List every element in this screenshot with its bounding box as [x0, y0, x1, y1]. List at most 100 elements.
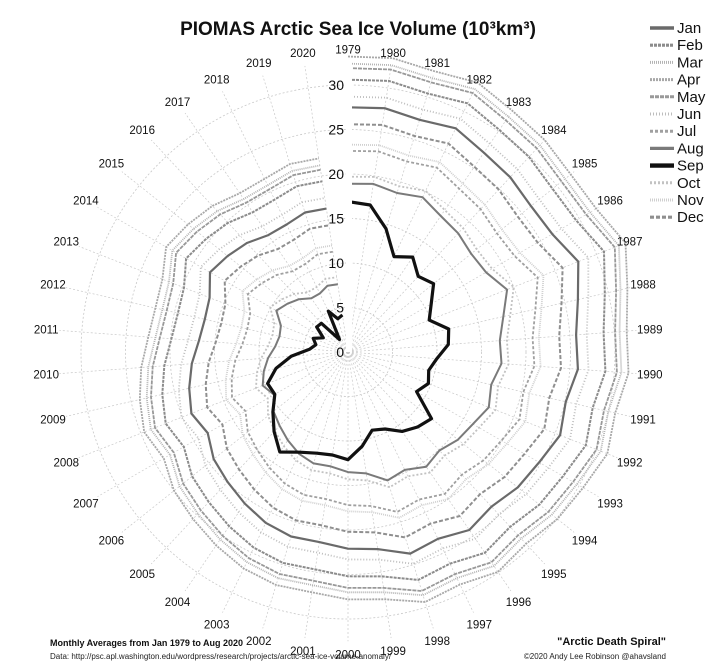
year-label-2015: 2015 [99, 158, 125, 170]
spoke-2012 [65, 287, 349, 353]
legend-item-mar: Mar [650, 54, 703, 71]
spoke-1981 [347, 75, 434, 353]
year-label-2008: 2008 [54, 458, 80, 470]
year-label-2014: 2014 [73, 196, 99, 208]
series-sep [266, 200, 451, 462]
legend-label-aug: Aug [677, 140, 704, 157]
year-label-2019: 2019 [246, 58, 272, 70]
year-label-2010: 2010 [33, 370, 59, 382]
spoke-2017 [184, 112, 349, 353]
year-label-1995: 1995 [541, 569, 567, 581]
year-label-1979: 1979 [335, 44, 361, 56]
series-dec [204, 123, 564, 539]
grid-ring-20 [169, 173, 527, 531]
spoke-2018 [222, 91, 349, 353]
year-labels: 1979 1980 1981 1982 1983 1984 1985 1986 1987 1988… [33, 44, 662, 661]
year-label-1992: 1992 [617, 458, 643, 470]
footer-data-source: Data: http://psc.apl.washington.edu/word… [50, 652, 392, 661]
legend-label-dec: Dec [677, 209, 704, 226]
year-label-1980: 1980 [380, 48, 406, 60]
year-label-1981: 1981 [424, 58, 450, 70]
year-label-2005: 2005 [129, 569, 155, 581]
series-may [150, 67, 618, 592]
year-label-1986: 1986 [597, 196, 623, 208]
spoke-2009 [65, 351, 349, 417]
year-label-1985: 1985 [572, 158, 598, 170]
legend-label-feb: Feb [677, 37, 703, 54]
series-line-mar [145, 62, 623, 597]
year-label-1999: 1999 [380, 646, 406, 658]
series-line-feb [161, 78, 607, 581]
spoke-1999 [347, 351, 392, 639]
legend-item-feb: Feb [650, 37, 703, 54]
year-label-2003: 2003 [204, 620, 230, 632]
series-jul [230, 150, 539, 513]
year-label-2012: 2012 [40, 280, 66, 292]
year-label-1987: 1987 [617, 236, 643, 248]
series-nov [224, 143, 545, 519]
axis-gap [346, 58, 352, 353]
series-line-aug [261, 182, 509, 482]
legend-label-apr: Apr [677, 72, 700, 89]
radial-tick-20: 20 [328, 166, 344, 182]
series-apr [138, 55, 630, 603]
year-label-2004: 2004 [165, 597, 191, 609]
legend-label-jan: Jan [677, 20, 701, 37]
legend-item-nov: Nov [650, 192, 704, 209]
series-line-jul [230, 150, 539, 513]
year-label-2002: 2002 [246, 636, 272, 648]
spoke-2006 [121, 351, 349, 533]
radial-tick-15: 15 [328, 211, 344, 227]
year-label-2009: 2009 [40, 414, 66, 426]
legend-item-jul: Jul [650, 123, 696, 140]
series-line-may [150, 67, 618, 592]
spoke-1985 [347, 171, 575, 353]
year-label-2007: 2007 [73, 498, 99, 510]
spoke-1996 [347, 351, 512, 592]
spoke-1998 [347, 351, 434, 629]
year-label-2013: 2013 [54, 236, 80, 248]
spoke-2004 [184, 351, 349, 592]
year-label-1983: 1983 [506, 97, 532, 109]
legend-label-may: May [677, 89, 706, 106]
spoke-2005 [151, 351, 349, 565]
radial-tick-25: 25 [328, 122, 344, 138]
spoke-2014 [97, 207, 349, 353]
year-label-2001: 2001 [290, 646, 316, 658]
spoke-2002 [262, 351, 349, 629]
spoke-1990 [347, 351, 637, 374]
spoke-1988 [347, 287, 631, 353]
spoke-1989 [347, 330, 637, 353]
chart-title: PIOMAS Arctic Sea Ice Volume (10³km³) [180, 19, 536, 40]
legend-item-may: May [650, 89, 706, 106]
series-feb [161, 78, 607, 581]
year-label-1994: 1994 [572, 536, 598, 548]
spoke-2019 [262, 75, 349, 353]
year-label-1982: 1982 [467, 74, 493, 86]
spoke-1984 [347, 139, 545, 353]
series-layer [138, 55, 630, 603]
spoke-2010 [59, 351, 349, 374]
year-label-1988: 1988 [630, 280, 656, 292]
grid-ring-10 [258, 262, 438, 442]
year-label-2011: 2011 [34, 324, 59, 336]
spoke-2011 [59, 330, 349, 353]
legend-item-sep: Sep [650, 158, 704, 175]
legend-label-jun: Jun [677, 106, 701, 123]
year-label-2000: 2000 [335, 650, 361, 662]
spoke-2001 [304, 351, 349, 639]
legend-item-jan: Jan [650, 20, 701, 37]
series-jun [177, 95, 590, 565]
series-jan [188, 106, 580, 555]
spoke-1982 [347, 91, 474, 353]
year-label-2016: 2016 [129, 125, 155, 137]
spoke-1987 [347, 245, 618, 353]
legend-item-jun: Jun [650, 106, 701, 123]
spoke-2013 [78, 245, 349, 353]
spoke-1994 [347, 351, 575, 533]
series-line-oct [255, 175, 515, 489]
year-label-1998: 1998 [424, 636, 450, 648]
spoke-1997 [347, 351, 474, 613]
